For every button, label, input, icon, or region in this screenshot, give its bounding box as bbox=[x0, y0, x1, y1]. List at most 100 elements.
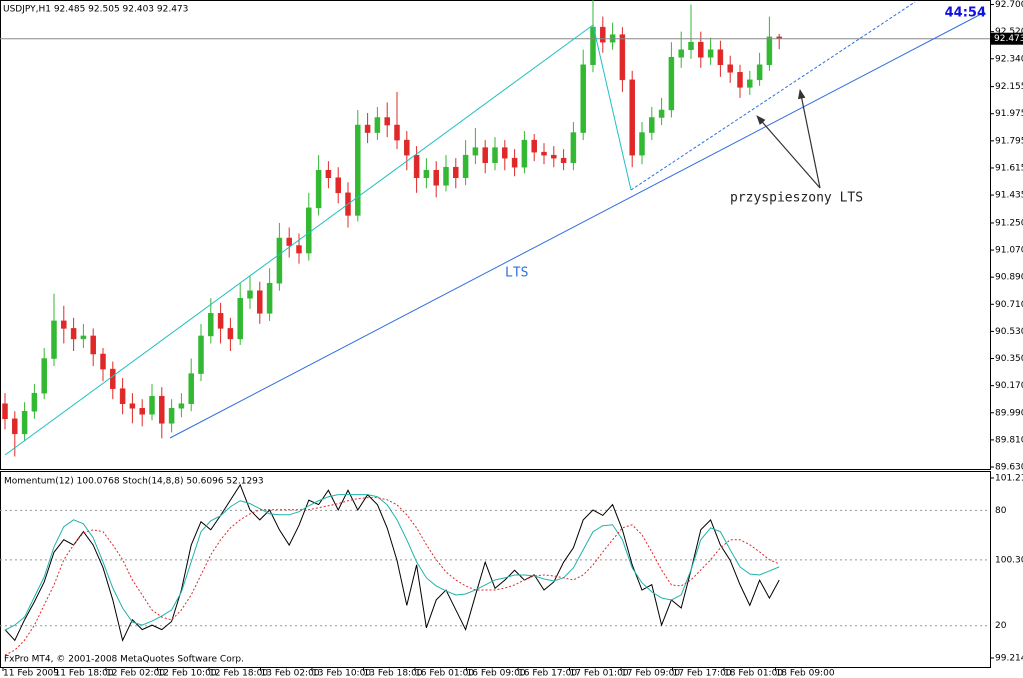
x-tick-label: 17 Feb 17:00 bbox=[673, 669, 732, 678]
candle-body bbox=[688, 41, 694, 50]
x-tick-label: 16 Feb 09:00 bbox=[467, 669, 526, 678]
candle-body bbox=[188, 373, 194, 404]
y-tick-label: 90.710 bbox=[995, 300, 1023, 310]
candle-body bbox=[129, 403, 136, 409]
indicator-line bbox=[4, 483, 780, 642]
candle-body bbox=[511, 157, 518, 168]
y-tick-label: 91.975 bbox=[995, 109, 1023, 119]
candle-body bbox=[600, 26, 606, 43]
candle-body bbox=[570, 132, 577, 163]
candle-body bbox=[296, 245, 302, 254]
candle-body bbox=[217, 313, 224, 329]
candle-body bbox=[364, 124, 371, 133]
last-price-label: 92.473 bbox=[994, 34, 1023, 44]
indicator-line bbox=[4, 494, 780, 631]
candle-body bbox=[286, 237, 292, 246]
x-tick-label: 12 Feb 18:00 bbox=[209, 669, 268, 678]
candle-body bbox=[560, 157, 567, 163]
chart-title: USDJPY,H1 92.485 92.505 92.403 92.473 bbox=[3, 5, 188, 15]
candle-body bbox=[423, 169, 430, 179]
candle-body bbox=[149, 395, 155, 415]
candle-body bbox=[756, 64, 763, 81]
candle-body bbox=[619, 34, 626, 81]
candle-body bbox=[168, 407, 175, 424]
y-tick-label: 20 bbox=[995, 621, 1007, 631]
candle-body bbox=[41, 358, 47, 394]
x-tick-label: 12 Feb 10:00 bbox=[158, 669, 217, 678]
trend-lines bbox=[4, 1, 986, 456]
candle-body bbox=[492, 147, 498, 163]
y-tick-label: 90.350 bbox=[995, 354, 1023, 364]
candle-body bbox=[61, 320, 67, 329]
annotation: LTS bbox=[505, 266, 528, 281]
y-tick-label: 92.700 bbox=[995, 0, 1023, 10]
y-tick-label: 92.155 bbox=[995, 82, 1023, 92]
x-tick-label: 17 Feb 01:00 bbox=[570, 669, 629, 678]
y-tick-label: 91.435 bbox=[995, 191, 1023, 201]
candle-body bbox=[178, 403, 185, 409]
candle-body bbox=[698, 41, 704, 58]
arrow bbox=[797, 89, 821, 189]
y-tick-label: 91.615 bbox=[995, 163, 1023, 173]
candle-body bbox=[227, 328, 234, 340]
candle-body bbox=[707, 49, 714, 58]
candle-body bbox=[237, 298, 243, 340]
candle-body bbox=[100, 353, 106, 370]
candle-body bbox=[90, 335, 96, 355]
candle-body bbox=[80, 335, 87, 340]
candle-body bbox=[629, 79, 635, 156]
candle-body bbox=[315, 169, 322, 209]
y2-tick-label: 100.3048 bbox=[995, 555, 1023, 565]
indicator-line bbox=[4, 497, 780, 656]
channel-line bbox=[592, 24, 632, 191]
y-tick-label: 90.170 bbox=[995, 381, 1023, 391]
annotation: przyspieszony LTS bbox=[730, 191, 863, 206]
y-tick-label: 90.530 bbox=[995, 327, 1023, 337]
candle-body bbox=[521, 139, 528, 168]
candle-body bbox=[472, 147, 479, 156]
y-tick-label: 89.990 bbox=[995, 408, 1023, 418]
candle-body bbox=[119, 388, 126, 404]
x-tick-label: 16 Feb 17:00 bbox=[518, 669, 577, 678]
y-tick-label: 91.070 bbox=[995, 246, 1023, 256]
candle-body bbox=[21, 411, 28, 435]
candle-body bbox=[639, 132, 645, 156]
y-tick-label: 80 bbox=[995, 506, 1007, 516]
x-tick-label: 13 Feb 18:00 bbox=[364, 669, 423, 678]
candle-body bbox=[413, 154, 420, 179]
x-tick-label: 11 Feb 18:00 bbox=[55, 669, 114, 678]
x-tick-label: 17 Feb 09:00 bbox=[621, 669, 680, 678]
candle-body bbox=[541, 151, 547, 156]
candle-body bbox=[747, 79, 753, 88]
candle-body bbox=[51, 320, 57, 359]
candle-body bbox=[443, 166, 449, 186]
candle-body bbox=[257, 290, 263, 314]
y2-tick-label: 99.2143 bbox=[995, 653, 1023, 663]
x-tick-label: 11 Feb 2009 bbox=[3, 669, 59, 678]
candle-body bbox=[453, 166, 459, 179]
candle-body bbox=[335, 177, 341, 194]
candle-body bbox=[159, 395, 165, 424]
y-tick-label: 89.810 bbox=[995, 435, 1023, 445]
candle-body bbox=[717, 49, 724, 66]
candle-body bbox=[580, 64, 586, 133]
copyright: FxPro MT4, © 2001-2008 MetaQuotes Softwa… bbox=[4, 655, 244, 665]
x-tick-label: 16 Feb 01:00 bbox=[415, 669, 474, 678]
y2-tick-label: 101.2163 bbox=[995, 473, 1023, 483]
x-tick-label: 12 Feb 02:00 bbox=[106, 669, 165, 678]
candle-body bbox=[208, 313, 214, 337]
candle-body bbox=[247, 290, 253, 299]
y-tick-label: 92.340 bbox=[995, 54, 1023, 64]
candle-body bbox=[266, 282, 273, 314]
candle-body bbox=[384, 117, 390, 126]
x-tick-label: 18 Feb 01:00 bbox=[724, 669, 783, 678]
candle-body bbox=[12, 418, 18, 435]
candle-body bbox=[462, 154, 469, 179]
candle-body bbox=[139, 407, 145, 415]
candle-body bbox=[110, 368, 116, 389]
candle-body bbox=[276, 237, 283, 284]
candle-body bbox=[2, 403, 8, 420]
candle-body bbox=[355, 124, 361, 216]
